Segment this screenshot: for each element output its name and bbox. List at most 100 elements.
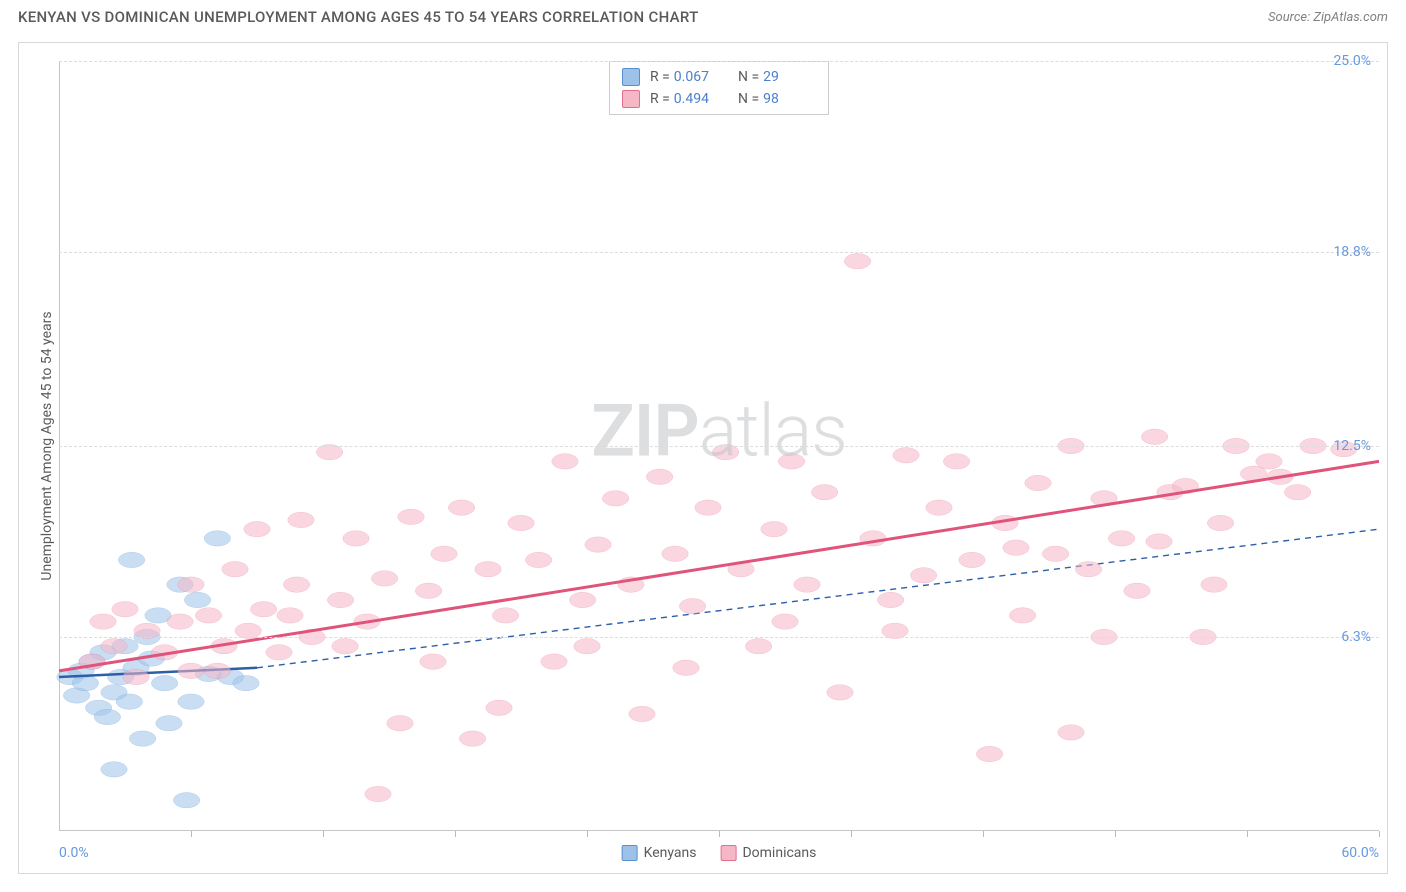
data-point bbox=[1207, 515, 1233, 530]
data-point bbox=[508, 515, 534, 530]
data-point bbox=[178, 694, 204, 709]
data-point bbox=[662, 546, 688, 561]
x-axis-max-label: 60.0% bbox=[1341, 845, 1379, 861]
x-tick bbox=[1379, 831, 1380, 837]
data-point bbox=[492, 608, 518, 623]
data-point bbox=[431, 546, 457, 561]
data-point bbox=[415, 583, 441, 598]
data-point bbox=[398, 509, 424, 524]
data-point bbox=[910, 568, 936, 583]
data-point bbox=[1108, 531, 1134, 546]
stat-r-value: 0.067 bbox=[674, 66, 709, 88]
data-point bbox=[448, 500, 474, 515]
data-point bbox=[772, 614, 798, 629]
stat-n-value: 29 bbox=[763, 66, 779, 88]
data-point bbox=[525, 552, 551, 567]
legend-label: Dominicans bbox=[742, 845, 816, 861]
data-point bbox=[94, 709, 120, 724]
data-point bbox=[178, 663, 204, 678]
data-point bbox=[184, 592, 210, 607]
data-point bbox=[266, 645, 292, 660]
stat-r-value: 0.494 bbox=[674, 88, 709, 110]
data-point bbox=[1124, 583, 1150, 598]
data-point bbox=[1146, 534, 1172, 549]
y-tick-label: 12.5% bbox=[1333, 438, 1371, 454]
legend-item: Dominicans bbox=[720, 845, 816, 861]
stat-n-label: N = bbox=[738, 88, 759, 110]
data-point bbox=[844, 254, 870, 269]
stats-swatch bbox=[622, 68, 640, 86]
data-point bbox=[1141, 429, 1167, 444]
data-point bbox=[761, 521, 787, 536]
data-point bbox=[629, 706, 655, 721]
data-point bbox=[827, 685, 853, 700]
x-tick bbox=[455, 831, 456, 837]
data-point bbox=[178, 577, 204, 592]
gridline bbox=[59, 637, 1379, 638]
data-point bbox=[1025, 475, 1051, 490]
data-point bbox=[1256, 454, 1282, 469]
data-point bbox=[151, 675, 177, 690]
x-tick bbox=[587, 831, 588, 837]
gridline bbox=[59, 446, 1379, 447]
data-point bbox=[371, 571, 397, 586]
data-point bbox=[90, 614, 116, 629]
data-point bbox=[123, 669, 149, 684]
plot-area: Unemployment Among Ages 45 to 54 years Z… bbox=[59, 61, 1379, 831]
y-tick-label: 25.0% bbox=[1333, 53, 1371, 69]
data-point bbox=[222, 562, 248, 577]
x-tick bbox=[1115, 831, 1116, 837]
data-point bbox=[679, 598, 705, 613]
data-point bbox=[646, 469, 672, 484]
source-attribution: Source: ZipAtlas.com bbox=[1268, 10, 1388, 25]
data-point bbox=[72, 675, 98, 690]
data-point bbox=[893, 448, 919, 463]
data-point bbox=[1003, 540, 1029, 555]
data-point bbox=[778, 454, 804, 469]
legend-item: Kenyans bbox=[622, 845, 697, 861]
data-point bbox=[574, 639, 600, 654]
data-point bbox=[112, 602, 138, 617]
y-tick-label: 6.3% bbox=[1341, 629, 1371, 645]
data-point bbox=[794, 577, 820, 592]
stat-n-label: N = bbox=[738, 66, 759, 88]
stats-row: R = 0.067N = 29 bbox=[622, 66, 816, 88]
data-point bbox=[167, 614, 193, 629]
data-point bbox=[486, 700, 512, 715]
y-axis-label: Unemployment Among Ages 45 to 54 years bbox=[39, 311, 55, 580]
stat-n-value: 98 bbox=[763, 88, 779, 110]
data-point bbox=[101, 639, 127, 654]
x-tick bbox=[323, 831, 324, 837]
x-tick bbox=[983, 831, 984, 837]
data-point bbox=[475, 562, 501, 577]
data-point bbox=[1284, 485, 1310, 500]
trend-line bbox=[59, 461, 1379, 670]
data-point bbox=[387, 716, 413, 731]
x-tick bbox=[851, 831, 852, 837]
x-axis-min-label: 0.0% bbox=[59, 845, 89, 861]
data-point bbox=[541, 654, 567, 669]
data-point bbox=[459, 731, 485, 746]
data-point bbox=[926, 500, 952, 515]
data-point bbox=[673, 660, 699, 675]
data-point bbox=[1058, 725, 1084, 740]
legend-swatch bbox=[720, 845, 736, 861]
chart-title: KENYAN VS DOMINICAN UNEMPLOYMENT AMONG A… bbox=[18, 8, 699, 26]
y-tick-label: 18.8% bbox=[1333, 244, 1371, 260]
data-point bbox=[204, 663, 230, 678]
data-point bbox=[283, 577, 309, 592]
data-point bbox=[695, 500, 721, 515]
x-tick bbox=[1247, 831, 1248, 837]
data-point bbox=[288, 512, 314, 527]
legend-swatch bbox=[622, 845, 638, 861]
data-point bbox=[976, 746, 1002, 761]
data-point bbox=[943, 454, 969, 469]
data-point bbox=[1075, 562, 1101, 577]
data-point bbox=[156, 716, 182, 731]
data-point bbox=[602, 491, 628, 506]
data-point bbox=[1201, 577, 1227, 592]
data-point bbox=[129, 731, 155, 746]
data-point bbox=[195, 608, 221, 623]
legend-label: Kenyans bbox=[644, 845, 697, 861]
gridline bbox=[59, 252, 1379, 253]
